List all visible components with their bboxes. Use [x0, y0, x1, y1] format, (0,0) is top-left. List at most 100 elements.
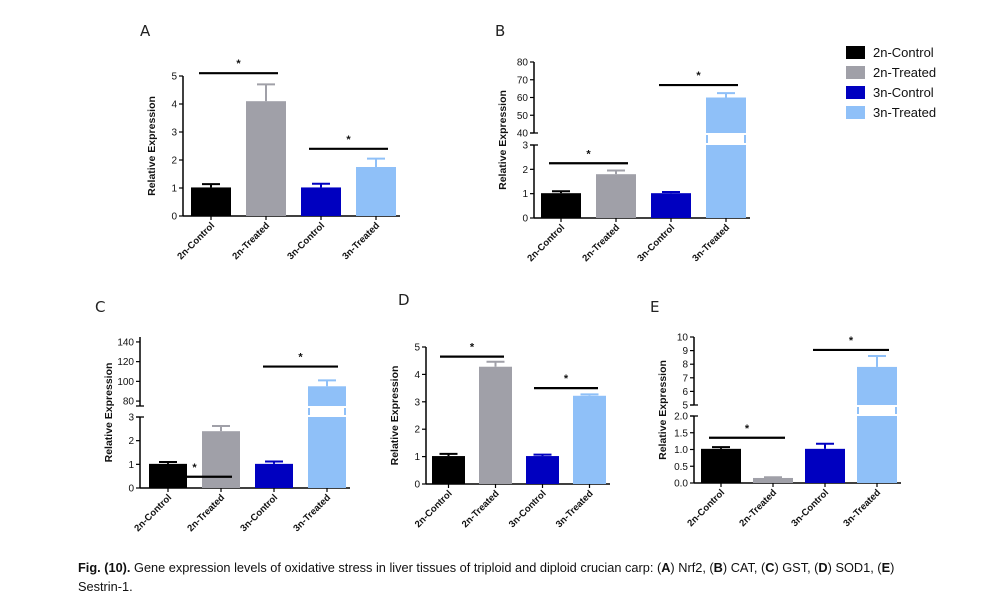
y-tick-label: 0	[414, 480, 420, 491]
legend-swatch	[846, 46, 865, 59]
y-tick-label: 100	[117, 377, 134, 388]
y-tick-label: 4	[171, 100, 177, 111]
y-tick-label: 50	[517, 111, 529, 122]
y-tick-label: 120	[117, 357, 134, 368]
panel-letter: B	[495, 22, 505, 40]
significance-star: *	[564, 373, 569, 385]
significance-star: *	[192, 462, 197, 474]
panel-letter: D	[398, 291, 410, 309]
legend: 2n-Control 2n-Treated 3n-Control 3n-Treated	[846, 45, 936, 120]
bar	[573, 395, 606, 484]
bar	[191, 187, 231, 216]
chart-panel-b: B 0 1 2 340 50 60 70 80 Relative Expression 2n-Con…	[495, 22, 750, 264]
bar	[479, 366, 512, 484]
y-tick-label: 80	[517, 58, 529, 69]
y-axis-label: Relative Expression	[103, 363, 115, 463]
bar	[246, 101, 286, 216]
x-tick-label: 3n-Treated	[690, 222, 732, 264]
y-tick-label: 1	[171, 184, 177, 195]
bar	[701, 448, 741, 483]
x-tick-label: 2n-Treated	[185, 492, 227, 534]
y-tick-label: 70	[517, 75, 529, 86]
figure-caption: Fig. (10). Gene expression levels of oxi…	[78, 560, 895, 594]
y-tick-label: 1	[522, 189, 528, 200]
y-tick-label: 140	[117, 337, 134, 348]
y-tick-label: 1	[128, 460, 134, 471]
x-tick-label: 2n-Control	[413, 488, 455, 530]
y-tick-label: 5	[414, 343, 420, 354]
x-tick-label: 2n-Control	[685, 487, 727, 529]
x-tick-label: 3n-Control	[635, 222, 677, 264]
legend-label: 2n-Treated	[873, 65, 936, 80]
y-tick-label: 1	[414, 452, 420, 463]
bar	[301, 187, 341, 216]
chart-panel-e: E 0.0 0.5 1.0 1.5 2.05 6 7 8 9 10 Relative Expressi…	[650, 298, 901, 529]
legend-label: 2n-Control	[873, 45, 934, 60]
legend-item: 3n-Control	[846, 85, 934, 100]
chart-panel-a: A 0 1 2 3 4 5 Relative Expression 2n-Control 2n-T…	[140, 22, 400, 262]
panel-letter: E	[650, 298, 659, 316]
x-tick-label: 3n-Control	[238, 492, 280, 534]
chart-panel-c: C 0 1 2 3 80 100 120 140 Relative Expression 2n-Co…	[95, 298, 350, 534]
y-tick-label: 0	[171, 212, 177, 223]
legend-swatch	[846, 86, 865, 99]
y-axis-label: Relative Expression	[146, 96, 158, 196]
x-tick-label: 2n-Control	[525, 222, 567, 264]
significance-star: *	[236, 58, 241, 70]
x-tick-label: 2n-Treated	[230, 220, 272, 262]
x-tick-label: 3n-Control	[507, 488, 549, 530]
y-tick-label: 0.5	[674, 462, 688, 473]
x-tick-label: 2n-Treated	[460, 488, 502, 530]
bar	[805, 448, 845, 483]
y-tick-label: 3	[414, 397, 420, 408]
significance-star: *	[849, 335, 854, 347]
y-tick-label: 10	[677, 333, 689, 344]
significance-star: *	[298, 352, 303, 364]
y-tick-label: 3	[522, 141, 528, 152]
x-tick-label: 2n-Control	[175, 220, 217, 262]
legend-label: 3n-Treated	[873, 105, 936, 120]
legend-swatch	[846, 106, 865, 119]
y-tick-label: 60	[517, 93, 529, 104]
chart-panel-d: D 0 1 2 3 4 5 Relative Expression 2n-Control 2n-T…	[389, 291, 610, 530]
x-tick-label: 3n-Treated	[841, 487, 883, 529]
x-tick-label: 3n-Treated	[554, 488, 596, 530]
x-tick-label: 3n-Control	[789, 487, 831, 529]
bar	[857, 366, 897, 405]
y-tick-label: 6	[682, 387, 688, 398]
y-tick-label: 1.0	[674, 445, 688, 456]
bar	[541, 193, 581, 218]
bar	[308, 386, 346, 406]
bar	[356, 167, 396, 216]
bar	[753, 477, 793, 483]
bar	[706, 97, 746, 133]
y-tick-label: 80	[123, 397, 135, 408]
x-tick-label: 3n-Treated	[340, 220, 382, 262]
x-tick-label: 3n-Treated	[291, 492, 333, 534]
y-axis-label: Relative Expression	[657, 360, 669, 460]
y-tick-label: 2	[522, 165, 528, 176]
significance-star: *	[586, 148, 591, 160]
significance-star: *	[346, 134, 351, 146]
x-tick-label: 2n-Treated	[737, 487, 779, 529]
y-tick-label: 8	[682, 360, 688, 371]
caption-fig-label: Fig. (10).	[78, 560, 131, 575]
bar	[706, 145, 746, 218]
y-tick-label: 0	[522, 214, 528, 225]
y-tick-label: 0	[128, 484, 134, 495]
significance-star: *	[470, 342, 475, 354]
legend-item: 3n-Treated	[846, 105, 936, 120]
y-tick-label: 1.5	[674, 428, 688, 439]
y-tick-label: 40	[517, 129, 529, 140]
panel-letter: A	[140, 22, 151, 40]
bar	[308, 417, 346, 488]
y-tick-label: 9	[682, 346, 688, 357]
y-axis-label: Relative Expression	[497, 90, 509, 190]
y-tick-label: 2	[414, 425, 420, 436]
legend-item: 2n-Treated	[846, 65, 936, 80]
bar	[596, 174, 636, 218]
bar	[202, 431, 240, 488]
y-tick-label: 4	[414, 370, 420, 381]
y-tick-label: 2.0	[674, 412, 688, 423]
